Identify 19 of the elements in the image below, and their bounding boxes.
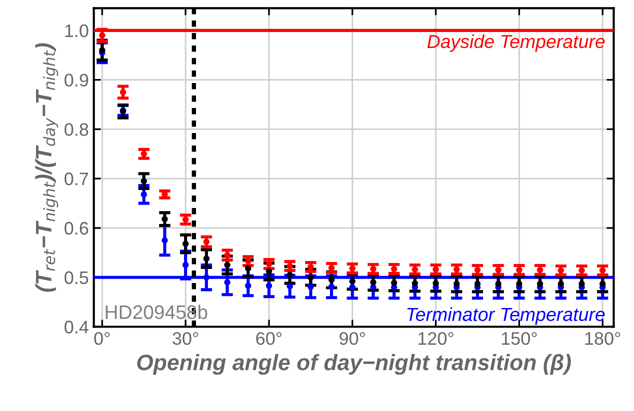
y-tick-label: 0.8 xyxy=(64,123,88,136)
x-tick-label: 180° xyxy=(585,332,620,345)
y-tick-label: 0.9 xyxy=(64,74,88,87)
x-tick-label: 60° xyxy=(256,332,282,345)
x-tick-label: 120° xyxy=(418,332,454,345)
y-tick-label: 0.5 xyxy=(64,271,88,284)
x-tick-label: 30° xyxy=(172,332,198,345)
x-tick-label: 90° xyxy=(340,332,365,345)
y-tick-label: 0.6 xyxy=(64,222,88,235)
x-tick-label: 0° xyxy=(94,332,110,345)
x-axis-title: Opening angle of day−night transition (β) xyxy=(137,354,571,375)
text: (T$_{ret}$−T$_{night}$)/(T$_{day}$−T$_{night}$) xyxy=(35,43,58,292)
annotation: HD209458b xyxy=(106,304,208,320)
y-tick-label: 1.0 xyxy=(65,24,88,38)
y-tick-label: 0.4 xyxy=(64,320,88,334)
ref-line-label: Dayside Temperature xyxy=(427,34,605,52)
ref-line-label: Terminator Temperature xyxy=(407,307,605,325)
y-tick-label: 0.7 xyxy=(64,172,88,186)
x-tick-label: 150° xyxy=(502,332,537,345)
